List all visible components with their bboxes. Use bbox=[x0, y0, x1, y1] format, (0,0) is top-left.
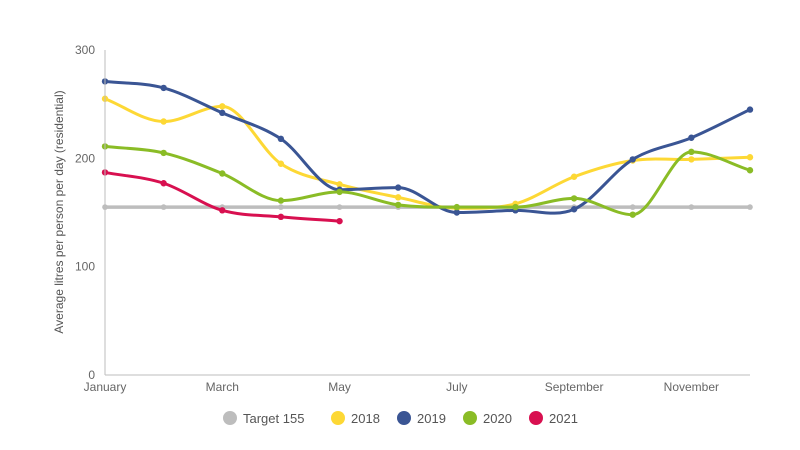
legend-label: 2018 bbox=[351, 411, 380, 426]
axis-layer bbox=[104, 50, 750, 376]
data-point bbox=[747, 204, 753, 210]
series-line bbox=[103, 97, 752, 210]
series-4 bbox=[101, 169, 343, 225]
data-point bbox=[336, 217, 343, 225]
data-point bbox=[570, 195, 578, 202]
y-tick-label: 300 bbox=[75, 43, 95, 57]
data-point bbox=[277, 213, 285, 221]
legend-item[interactable]: 2019 bbox=[397, 411, 446, 426]
data-point bbox=[688, 156, 695, 163]
data-point bbox=[219, 109, 226, 117]
data-point bbox=[277, 197, 285, 204]
data-point bbox=[160, 204, 167, 210]
legend-item[interactable]: Target 155 bbox=[223, 411, 304, 426]
legend-swatch bbox=[397, 411, 411, 425]
data-point bbox=[453, 209, 461, 216]
x-tick-labels: January March May July September November bbox=[84, 380, 719, 394]
x-tick-label: November bbox=[664, 380, 719, 394]
data-point bbox=[629, 211, 636, 218]
data-point bbox=[570, 206, 578, 213]
data-point bbox=[394, 194, 402, 201]
x-tick-label: March bbox=[206, 380, 239, 394]
series-2 bbox=[101, 78, 754, 216]
x-tick-label: September bbox=[545, 380, 604, 394]
y-tick-label: 0 bbox=[88, 368, 95, 382]
x-tick-label: May bbox=[328, 380, 351, 394]
legend-swatch bbox=[529, 411, 543, 425]
data-point bbox=[336, 181, 343, 188]
legend-swatch bbox=[331, 411, 345, 425]
y-tick-label: 200 bbox=[75, 151, 95, 165]
data-point bbox=[219, 170, 226, 177]
data-point bbox=[160, 149, 167, 157]
data-point bbox=[453, 203, 461, 211]
data-point bbox=[277, 135, 285, 143]
data-point bbox=[160, 180, 167, 187]
data-point bbox=[570, 173, 578, 180]
data-point bbox=[629, 204, 636, 210]
y-tick-labels: 0 100 200 300 bbox=[75, 43, 95, 382]
legend-swatch bbox=[223, 411, 237, 425]
data-point bbox=[629, 156, 636, 163]
series-layer bbox=[101, 78, 754, 225]
data-point bbox=[688, 204, 695, 210]
legend-label: 2020 bbox=[483, 411, 512, 426]
data-point bbox=[746, 106, 754, 113]
series-3 bbox=[101, 143, 754, 218]
data-point bbox=[746, 167, 754, 174]
data-point bbox=[278, 204, 284, 210]
series-line bbox=[103, 79, 752, 215]
legend-label: 2021 bbox=[549, 411, 578, 426]
data-point bbox=[219, 103, 226, 110]
y-tick-label: 100 bbox=[75, 260, 95, 274]
y-axis-title: Average litres per person per day (resid… bbox=[52, 90, 66, 333]
data-point bbox=[160, 84, 167, 92]
data-point bbox=[219, 207, 226, 214]
data-point bbox=[512, 203, 519, 211]
legend-item[interactable]: 2018 bbox=[331, 411, 380, 426]
data-point bbox=[394, 201, 402, 209]
data-point bbox=[277, 160, 285, 167]
x-tick-label: January bbox=[84, 380, 127, 394]
legend-swatch bbox=[463, 411, 477, 425]
data-point bbox=[394, 184, 402, 191]
data-point bbox=[746, 154, 754, 161]
data-point bbox=[160, 118, 167, 125]
legend-item[interactable]: 2021 bbox=[529, 411, 578, 426]
legend-label: Target 155 bbox=[243, 411, 304, 426]
data-point bbox=[336, 204, 343, 210]
legend: Target 155 2018 2019 2020 2021 bbox=[223, 411, 578, 426]
data-point bbox=[336, 188, 343, 196]
legend-label: 2019 bbox=[417, 411, 446, 426]
data-point bbox=[688, 148, 695, 156]
x-tick-label: July bbox=[446, 380, 467, 394]
legend-item[interactable]: 2020 bbox=[463, 411, 512, 426]
data-point bbox=[688, 134, 695, 141]
